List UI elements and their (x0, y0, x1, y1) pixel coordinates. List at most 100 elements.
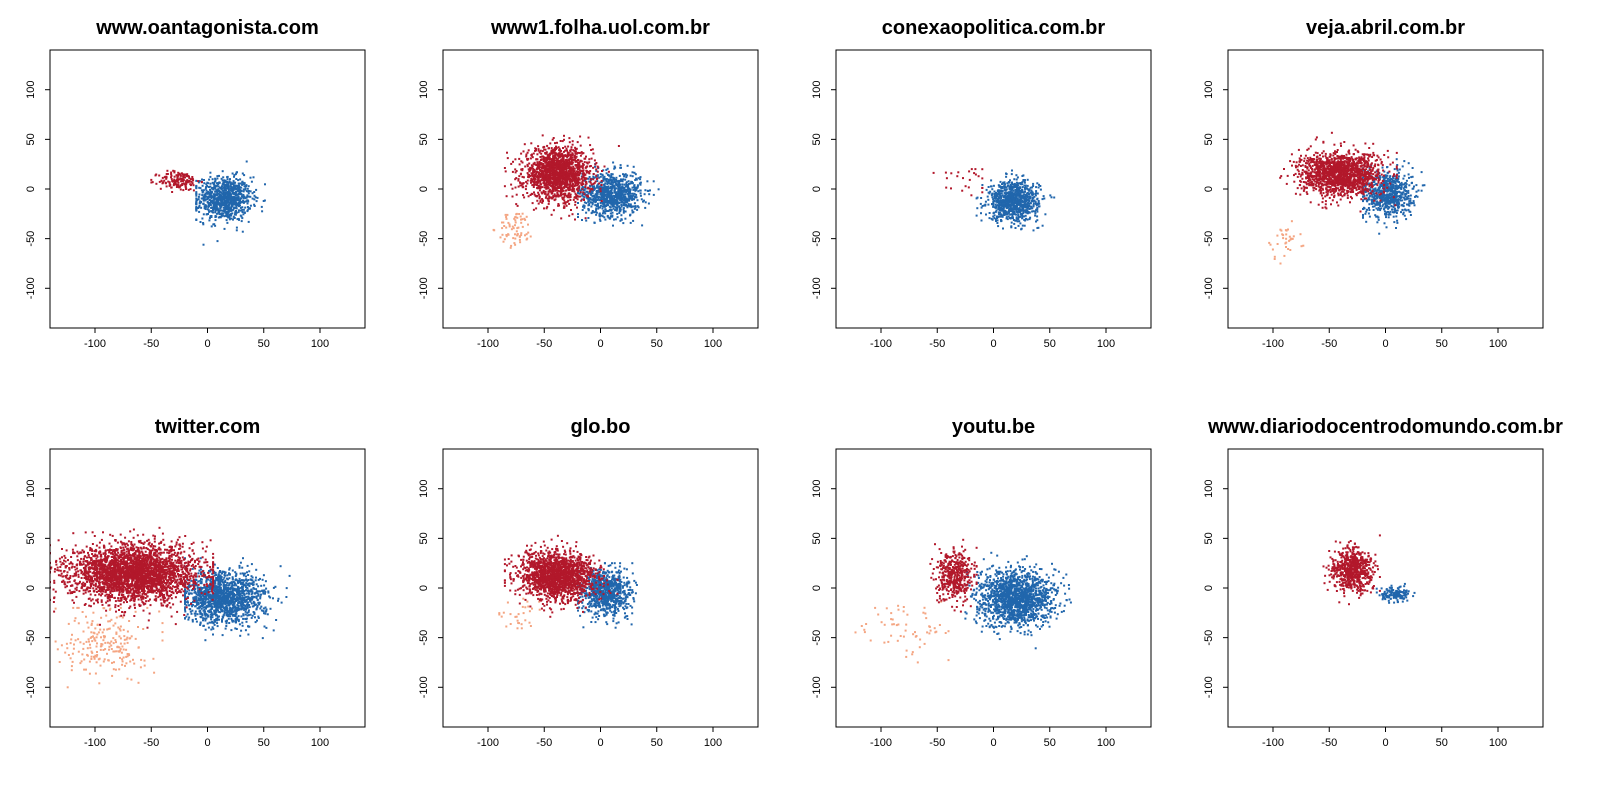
data-point (551, 150, 554, 153)
data-point (558, 165, 561, 167)
data-point (586, 165, 589, 168)
data-point (631, 211, 634, 214)
data-point (504, 213, 507, 216)
data-point (596, 180, 599, 183)
data-point (227, 181, 230, 184)
data-point (546, 154, 549, 157)
data-point (231, 187, 234, 190)
data-point (1368, 167, 1371, 169)
data-point (991, 203, 994, 206)
data-point (604, 212, 607, 215)
data-point (1035, 190, 1038, 193)
data-point (503, 238, 506, 241)
data-point (203, 179, 205, 181)
data-point (1022, 206, 1025, 209)
data-point (1029, 191, 1032, 194)
data-point (235, 207, 238, 210)
data-point (1031, 200, 1034, 203)
data-point (548, 183, 550, 186)
data-point (1028, 218, 1031, 221)
data-point (245, 200, 248, 203)
data-point (569, 177, 572, 180)
data-point (548, 197, 551, 200)
data-point (602, 195, 604, 198)
data-point (240, 186, 243, 189)
data-point (631, 198, 634, 201)
data-point (182, 189, 185, 192)
data-point (589, 144, 592, 147)
data-point (1385, 206, 1388, 209)
data-point (556, 154, 559, 157)
data-point (553, 193, 556, 196)
panel-title: www.oantagonista.com (95, 17, 319, 39)
data-point (616, 212, 619, 215)
data-point (192, 179, 195, 182)
data-point (555, 184, 558, 187)
data-point (242, 208, 245, 211)
data-point (626, 200, 629, 203)
data-point (253, 194, 256, 197)
data-point (502, 221, 505, 224)
data-point (568, 170, 571, 173)
data-point (996, 194, 999, 197)
data-point (550, 213, 553, 216)
data-point (1038, 202, 1041, 205)
data-point (237, 209, 240, 212)
data-point (999, 185, 1002, 188)
data-point (549, 196, 552, 199)
data-point (227, 183, 229, 186)
data-point (1377, 218, 1380, 221)
data-point (220, 191, 223, 194)
data-point (559, 182, 562, 185)
data-point (625, 191, 628, 193)
data-point (1004, 200, 1007, 203)
data-point (1011, 196, 1014, 199)
data-point (585, 211, 588, 214)
data-point (1279, 262, 1282, 265)
data-point (1001, 208, 1004, 211)
data-point (976, 207, 979, 210)
data-point (1036, 219, 1039, 222)
data-point (998, 185, 1001, 188)
data-point (585, 155, 587, 158)
data-point (238, 205, 240, 208)
data-point (573, 156, 576, 159)
data-point (211, 187, 214, 189)
data-point (1053, 196, 1056, 199)
data-point (537, 202, 540, 205)
data-point (252, 176, 255, 179)
data-point (237, 182, 240, 185)
data-point (1030, 200, 1033, 202)
data-point (526, 192, 529, 194)
data-point (212, 209, 215, 212)
data-point (1376, 193, 1379, 196)
data-point (216, 199, 219, 202)
data-point (161, 181, 164, 184)
data-point (1014, 195, 1017, 198)
data-point (600, 192, 603, 194)
data-point (1404, 182, 1407, 184)
data-point (608, 190, 611, 193)
data-point (232, 202, 235, 205)
data-point (1032, 204, 1035, 206)
data-point (573, 155, 576, 157)
data-point (589, 170, 592, 172)
data-point (222, 183, 225, 186)
data-point (545, 186, 548, 189)
data-point (1021, 181, 1024, 184)
data-point (600, 214, 603, 217)
data-point (568, 137, 571, 140)
data-point (582, 183, 584, 186)
data-point (1013, 222, 1016, 225)
data-point (605, 185, 607, 188)
y-tick-label: 50 (811, 133, 823, 145)
data-point (588, 172, 591, 175)
data-point (208, 210, 211, 213)
data-point (548, 182, 551, 185)
data-point (212, 207, 215, 210)
data-point (202, 223, 205, 226)
data-point (557, 157, 560, 160)
data-point (217, 201, 219, 204)
data-point (542, 162, 544, 165)
data-point (944, 171, 947, 174)
